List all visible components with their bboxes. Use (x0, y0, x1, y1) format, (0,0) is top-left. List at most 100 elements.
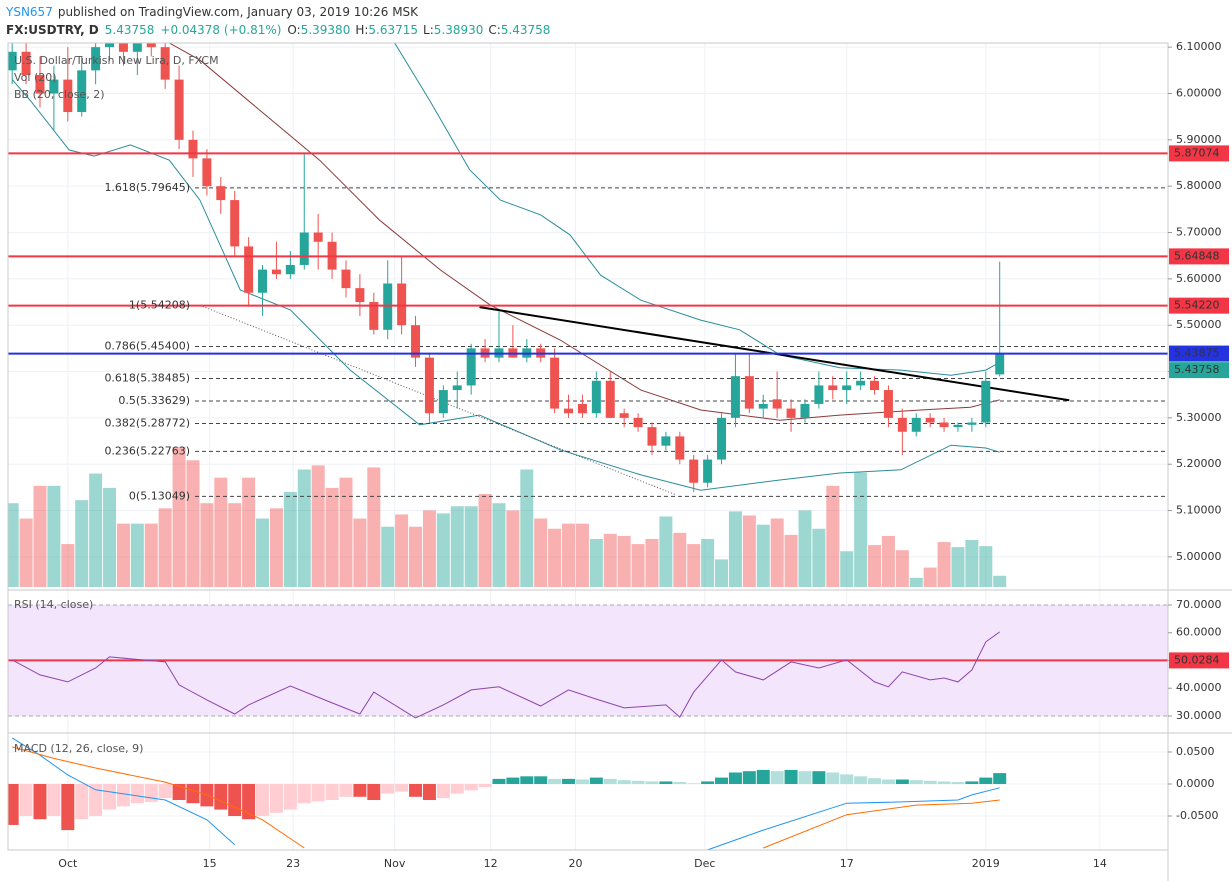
fib-label: 0.236(5.22763) (104, 444, 190, 457)
candle-body (77, 70, 87, 113)
volume-bar (548, 528, 562, 587)
candle-body (230, 200, 240, 247)
x-tick-label: 23 (286, 857, 300, 870)
macd-histogram-bar (965, 781, 979, 784)
volume-bar (826, 485, 840, 587)
price-label: 5.43758 (1174, 363, 1220, 376)
macd-histogram-bar (603, 778, 617, 784)
price-label: 5.54220 (1174, 299, 1220, 312)
volume-bar (116, 523, 130, 587)
candle-body (8, 51, 17, 71)
volume-bar (603, 533, 617, 587)
macd-histogram-bar (450, 783, 464, 794)
x-tick-label: 20 (568, 857, 582, 870)
candle-body (911, 417, 921, 432)
macd-histogram-bar (673, 782, 687, 784)
volume-bar (840, 551, 854, 587)
candle-body (661, 436, 671, 446)
y-tick-label: 5.30000 (1176, 411, 1222, 424)
macd-histogram-bar (520, 776, 534, 784)
y-tick-label: 0.0500 (1176, 745, 1215, 758)
candle-body (619, 413, 629, 418)
y-tick-label: 5.50000 (1176, 318, 1222, 331)
candle-body (967, 422, 977, 425)
rsi-title: RSI (14, close) (14, 598, 93, 611)
macd-histogram-bar (158, 783, 172, 799)
volume-bar (937, 542, 951, 587)
candle-body (299, 232, 309, 265)
volume-bar (283, 491, 297, 587)
candle-body (856, 380, 866, 386)
bb-title: BB (20, close, 2) (14, 88, 105, 101)
volume-bar (881, 535, 895, 587)
macd-histogram-bar (381, 783, 395, 794)
volume-bar (784, 534, 798, 587)
macd-histogram-bar (659, 781, 673, 784)
signal-line (12, 746, 1000, 849)
volume-bar (562, 523, 576, 587)
y-tick-label: -0.0500 (1176, 809, 1218, 822)
volume-bar (186, 460, 200, 587)
author[interactable]: YSN657 (5, 5, 53, 19)
price-label: 5.43875 (1174, 347, 1220, 360)
macd-histogram-bar (214, 783, 228, 810)
volume-bar (172, 447, 186, 587)
candle-body (258, 269, 268, 293)
volume-bar (436, 513, 450, 587)
volume-bar (631, 544, 645, 587)
macd-histogram-bar (909, 780, 923, 784)
x-tick-label: Dec (694, 857, 715, 870)
macd-histogram-bar (339, 783, 353, 797)
volume-bar (812, 528, 826, 587)
candle-body (744, 376, 754, 409)
y-tick-label: 5.90000 (1176, 133, 1222, 146)
y-tick-label: 40.0000 (1176, 681, 1222, 694)
x-tick-label: 14 (1093, 857, 1107, 870)
price-label: 5.87074 (1174, 146, 1220, 159)
macd-histogram-bar (103, 783, 117, 810)
candle-body (91, 47, 101, 71)
fib-label: 0.382(5.28772) (104, 417, 190, 430)
candle-body (591, 380, 601, 414)
macd-histogram-bar (895, 779, 909, 784)
macd-histogram-bar (506, 777, 520, 784)
fib-label: 1(5.54208) (129, 299, 190, 312)
macd-histogram-bar (534, 776, 548, 784)
candle-body (466, 348, 476, 386)
price: 5.43758 (105, 23, 155, 37)
fib-label: 1.618(5.79645) (104, 181, 190, 194)
bb-basis (169, 43, 1000, 421)
candle-body (21, 51, 31, 75)
macd-histogram-bar (409, 783, 423, 797)
macd-histogram-bar (687, 783, 701, 784)
macd-title: MACD (12, 26, close, 9) (14, 742, 143, 755)
volume-bar (214, 477, 228, 587)
macd-pane (8, 737, 1007, 850)
y-tick-label: 0.0000 (1176, 777, 1215, 790)
macd-histogram-bar (61, 783, 75, 831)
bb-lower (11, 79, 1000, 491)
price-label-box (1169, 248, 1229, 265)
candle-body (397, 283, 407, 326)
candle-body (883, 390, 893, 418)
volume-bar (534, 518, 548, 587)
x-tick-label: 12 (484, 857, 498, 870)
candle-body (424, 357, 434, 414)
macd-histogram-bar (172, 783, 186, 800)
macd-histogram-bar (478, 783, 492, 788)
y-tick-label: 5.10000 (1176, 504, 1222, 517)
macd-histogram-bar (993, 773, 1007, 784)
y-tick-label: 5.70000 (1176, 226, 1222, 239)
macd-histogram-bar (492, 778, 506, 784)
macd-histogram-bar (464, 783, 478, 791)
candle-body (341, 269, 351, 289)
macd-histogram-bar (756, 769, 770, 784)
trend-line (199, 304, 676, 496)
candle-body (995, 354, 1005, 375)
candle-body (244, 246, 254, 293)
volume-bar (8, 503, 19, 587)
y-tick-label: 6.10000 (1176, 40, 1222, 53)
y-tick-label: 6.00000 (1176, 87, 1222, 100)
volume-bar (61, 544, 75, 587)
volume-bar (645, 538, 659, 587)
